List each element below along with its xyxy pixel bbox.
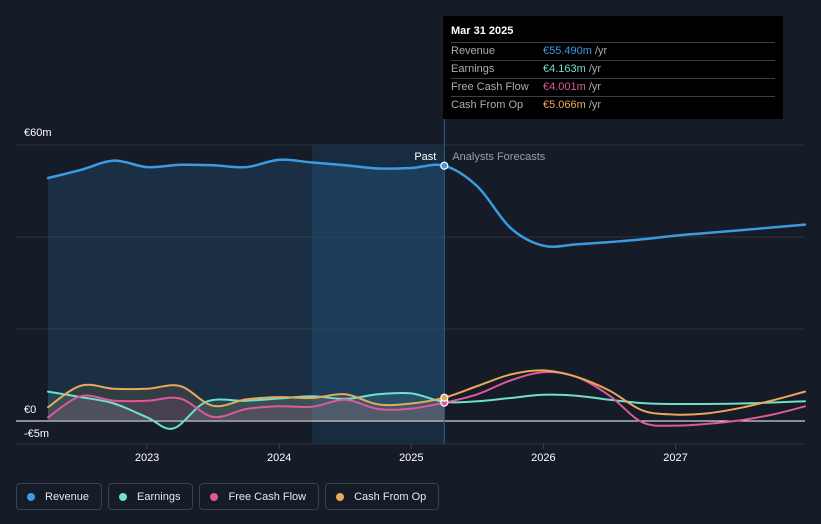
x-tick-label: 2025 (399, 452, 423, 464)
tooltip-row: Cash From Op €5.066m/yr (451, 96, 775, 114)
line-cash-from-op (47, 369, 806, 416)
tooltip-date: Mar 31 2025 (451, 25, 514, 37)
x-tick-label: 2023 (135, 452, 159, 464)
legend-label: Cash From Op (354, 490, 427, 503)
tooltip-row-value: €55.490m (543, 45, 592, 57)
legend-label: Free Cash Flow (228, 490, 307, 503)
legend-item-earnings[interactable]: Earnings (108, 483, 194, 510)
tooltip-row-label: Cash From Op (451, 99, 524, 111)
legend-label: Earnings (137, 490, 181, 503)
tooltip-row-label: Free Cash Flow (451, 81, 529, 93)
axis-labels: €60m €0 -€5m Past Analysts Forecasts (24, 127, 546, 440)
area-revenue (48, 159, 445, 422)
line-earnings (47, 390, 806, 430)
tooltip-row-value: €4.163m (543, 63, 586, 75)
x-tick-label: 2024 (267, 452, 291, 464)
tooltip-row-unit: /yr (588, 63, 602, 75)
tooltip-row-unit: /yr (588, 99, 602, 111)
legend-item-free-cash-flow[interactable]: Free Cash Flow (199, 483, 320, 510)
tooltip-row: Free Cash Flow €4.001m/yr (451, 78, 775, 96)
tooltip-row-value: €4.001m (543, 81, 586, 93)
legend-item-revenue[interactable]: Revenue (16, 483, 103, 510)
series-lines (46, 158, 807, 430)
data-tooltip: Mar 31 2025 Revenue €55.490m/yr Earnings €4… (443, 16, 783, 119)
tooltip-rows: Revenue €55.490m/yr Earnings €4.163m/yr Free… (451, 42, 775, 114)
legend-dot-icon (119, 492, 128, 501)
tooltip-row: Revenue €55.490m/yr (451, 42, 775, 60)
tooltip-row-value: €5.066m (543, 99, 586, 111)
y-tick-zero: €0 (24, 404, 36, 416)
area-cash-from-op (48, 384, 445, 421)
line-free-cash-flow (47, 371, 806, 427)
past-label: Past (414, 151, 436, 163)
tooltip-row-label: Earnings (451, 63, 495, 75)
line-revenue (46, 158, 807, 249)
legend-item-cash-from-op[interactable]: Cash From Op (325, 483, 440, 510)
gridlines: 2023 2024 2025 2026 2027 (16, 144, 805, 464)
tooltip-row-label: Revenue (451, 45, 496, 57)
area-free-cash-flow (48, 395, 445, 421)
area-earnings (48, 391, 445, 429)
series-markers (440, 161, 449, 407)
x-tick-label: 2026 (531, 452, 555, 464)
y-tick-top: €60m (24, 127, 52, 139)
tooltip-row-unit: /yr (588, 81, 602, 93)
marker-cash-from-op (440, 393, 449, 402)
chart-legend: Revenue Earnings Free Cash Flow Cash From O… (16, 483, 440, 510)
y-tick-bottom: -€5m (24, 428, 49, 440)
tooltip-row-unit: /yr (594, 45, 608, 57)
series-areas (48, 159, 445, 429)
legend-dot-icon (27, 492, 35, 501)
legend-dot-icon (210, 492, 219, 501)
tooltip-row: Earnings €4.163m/yr (451, 60, 775, 78)
forecast-label: Analysts Forecasts (452, 151, 545, 163)
marker-revenue (440, 161, 449, 170)
legend-dot-icon (336, 492, 345, 501)
legend-label: Revenue (45, 490, 90, 503)
x-tick-label: 2027 (663, 452, 687, 464)
